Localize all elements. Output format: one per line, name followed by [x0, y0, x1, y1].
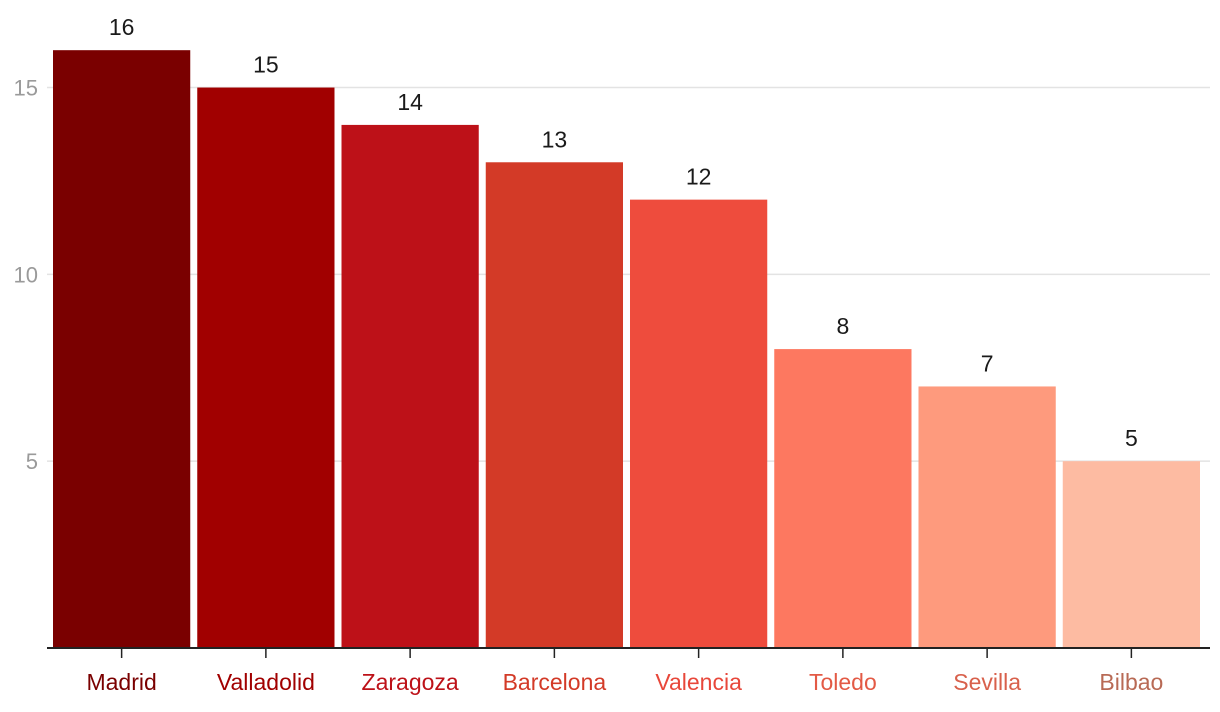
- x-ticks: [120, 648, 1133, 658]
- value-labels: 16 15 14 13 12 8 7 5: [109, 14, 1138, 451]
- bar-madrid: [53, 50, 191, 648]
- x-tick-label: Valladolid: [217, 669, 315, 695]
- x-tick-label: Toledo: [809, 669, 877, 695]
- bar-barcelona: [485, 162, 623, 649]
- bar-toledo: [774, 349, 912, 648]
- bar-bilbao: [1062, 461, 1200, 648]
- value-label: 15: [253, 52, 279, 78]
- y-tick-label: 10: [14, 262, 38, 287]
- value-label: 7: [981, 350, 994, 376]
- bars: [53, 50, 1200, 649]
- bar-zaragoza: [341, 124, 479, 649]
- y-tick-labels: 5 10 15: [14, 76, 38, 475]
- x-tick-labels: Madrid Valladolid Zaragoza Barcelona Valenci…: [86, 669, 1163, 695]
- bar-valladolid: [197, 87, 335, 648]
- x-tick-label: Barcelona: [503, 669, 607, 695]
- bar-valencia: [630, 199, 768, 649]
- y-tick-label: 5: [26, 449, 38, 474]
- value-label: 8: [836, 313, 849, 339]
- x-tick-label: Sevilla: [953, 669, 1021, 695]
- value-label: 5: [1125, 425, 1138, 451]
- value-label: 16: [109, 14, 135, 40]
- value-label: 13: [542, 126, 568, 152]
- x-tick-label: Madrid: [86, 669, 156, 695]
- x-tick-label: Valencia: [655, 669, 742, 695]
- bar-sevilla: [918, 386, 1056, 648]
- x-tick-label: Zaragoza: [362, 669, 459, 695]
- value-label: 14: [397, 89, 423, 115]
- y-tick-label: 15: [14, 76, 38, 101]
- value-label: 12: [686, 164, 712, 190]
- x-tick-label: Bilbao: [1099, 669, 1163, 695]
